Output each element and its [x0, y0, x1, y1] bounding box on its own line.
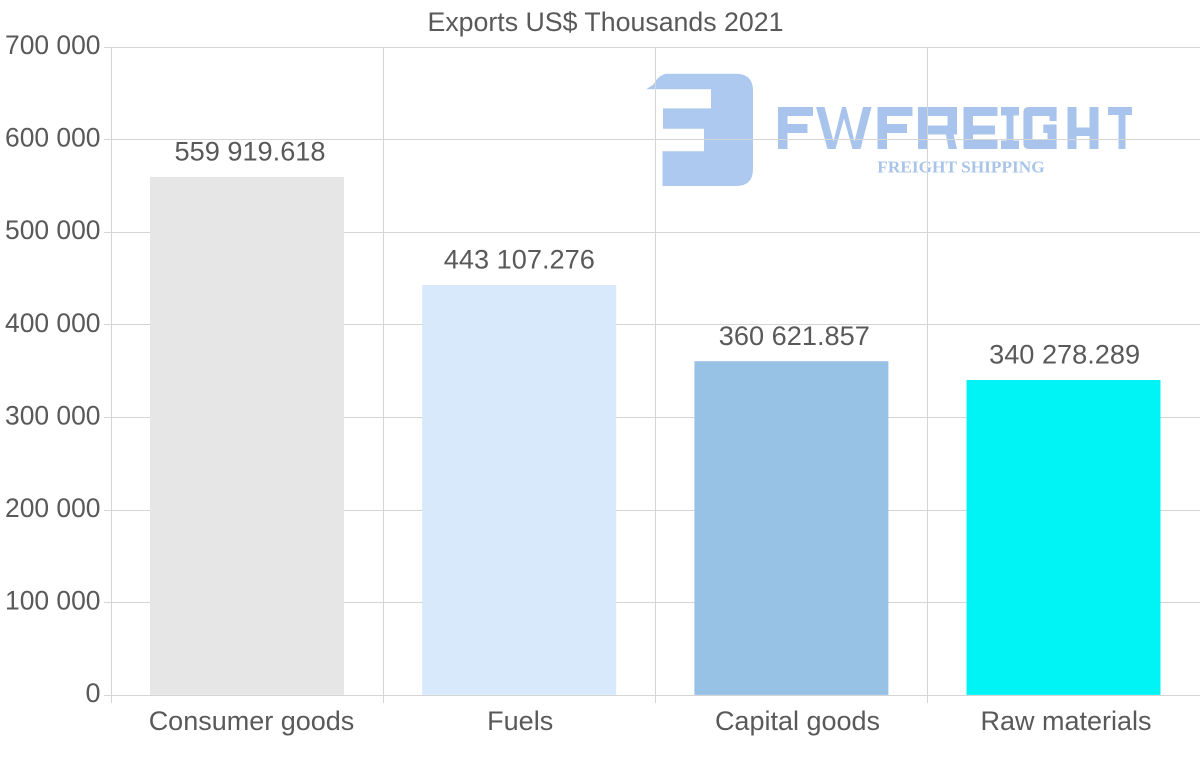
- svg-text:Fuels: Fuels: [487, 706, 553, 736]
- svg-text:340 278.289: 340 278.289: [989, 340, 1140, 370]
- svg-text:200 000: 200 000: [5, 493, 101, 523]
- svg-text:Consumer goods: Consumer goods: [149, 706, 355, 736]
- svg-text:Capital goods: Capital goods: [715, 706, 880, 736]
- svg-text:600 000: 600 000: [5, 123, 101, 153]
- svg-text:100 000: 100 000: [5, 585, 101, 615]
- svg-text:400 000: 400 000: [5, 308, 101, 338]
- svg-text:500 000: 500 000: [5, 215, 101, 245]
- svg-text:360 621.857: 360 621.857: [719, 321, 870, 351]
- svg-text:700 000: 700 000: [5, 30, 101, 60]
- svg-text:Exports US$ Thousands 2021: Exports US$ Thousands 2021: [428, 7, 784, 37]
- svg-text:0: 0: [85, 678, 100, 708]
- svg-text:Raw materials: Raw materials: [980, 706, 1151, 736]
- svg-text:FREIGHT SHIPPING: FREIGHT SHIPPING: [877, 158, 1045, 177]
- svg-text:443 107.276: 443 107.276: [444, 244, 595, 274]
- svg-text:559 919.618: 559 919.618: [175, 136, 326, 166]
- svg-text:300 000: 300 000: [5, 400, 101, 430]
